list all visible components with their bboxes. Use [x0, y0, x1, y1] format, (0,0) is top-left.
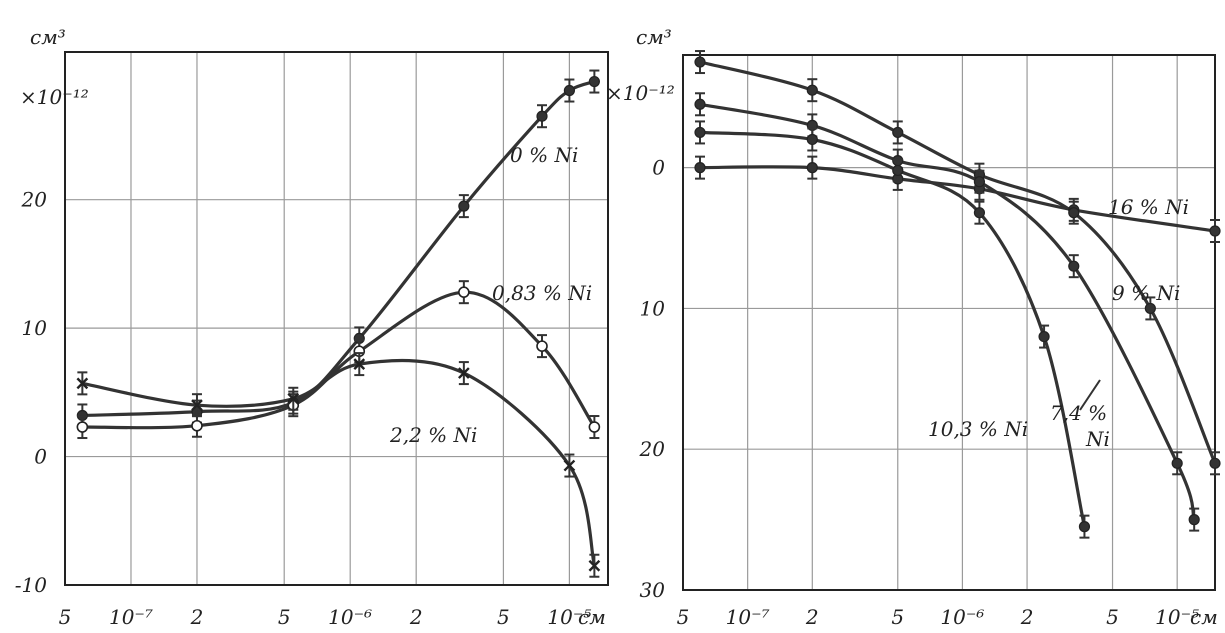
right-y-tick-label: 0 [652, 156, 665, 180]
right-y-axis-unit: см³ [636, 25, 672, 49]
right-annotation-74ni-leader [1079, 379, 1101, 411]
left-x-tick-label: 2 [409, 605, 423, 629]
left-series-line-0 [80, 79, 596, 418]
right-annotation-103ni: 10,3 % Ni [928, 417, 1028, 441]
left-data-point-stroke [191, 399, 203, 412]
left-x-tick-label: 10⁻⁵ [547, 605, 591, 629]
left-y-multiplier: ×10⁻¹² [20, 85, 89, 109]
left-data-point-stroke [588, 559, 601, 572]
right-data-point [892, 164, 904, 177]
right-data-point [694, 162, 706, 174]
right-annotation-9ni: 9 % Ni [1112, 281, 1180, 305]
right-data-point [1209, 225, 1221, 237]
right-series-line-0 [698, 165, 1217, 233]
left-x-tick-label: 2 [190, 605, 204, 629]
left-data-point [536, 110, 548, 122]
right-y-tick-label: 20 [639, 437, 666, 461]
left-x-tick-label: 5 [278, 605, 291, 629]
left-x-tick-label: 5 [59, 605, 72, 629]
left-data-point-stroke [76, 377, 89, 390]
right-data-point [806, 84, 818, 96]
right-ticks: 5 10⁻⁷ 2 5 10⁻⁶ 2 5 10⁻⁵ 0 10 20 30 [639, 156, 1200, 629]
right-x-tick-label: 2 [1020, 605, 1034, 629]
left-series-line-2 [80, 358, 596, 568]
right-points [694, 50, 1221, 539]
right-y-multiplier: ×10⁻¹² [606, 81, 675, 105]
left-x-tick-label: 10⁻⁷ [109, 605, 153, 629]
left-series-line-1 [80, 290, 596, 430]
right-x-axis-unit: см [1190, 605, 1218, 629]
left-annotation-083ni: 0,83 % Ni [492, 281, 592, 305]
right-data-point [892, 126, 904, 139]
left-y-tick-label: 20 [21, 188, 48, 212]
right-x-tick-label: 5 [891, 605, 904, 629]
right-data-point [1209, 457, 1221, 469]
right-y-tick-label: 30 [640, 578, 666, 602]
right-x-tick-label: 2 [805, 605, 819, 629]
right-data-point [1144, 302, 1156, 315]
right-x-tick-label: 10⁻⁶ [940, 605, 984, 629]
right-series-line-1 [698, 60, 1217, 465]
right-data-point [1078, 521, 1091, 533]
right-data-point [1038, 330, 1050, 343]
right-data-point [694, 56, 706, 68]
left-y-tick-label: -10 [15, 573, 47, 597]
right-x-tick-label: 5 [1106, 605, 1119, 629]
right-annotation-16ni: 16 % Ni [1108, 195, 1189, 219]
left-x-tick-label: 5 [497, 605, 510, 629]
right-series-line-3 [698, 130, 1086, 529]
left-data-point-stroke [563, 459, 576, 472]
left-y-tick-label: 0 [34, 445, 47, 469]
right-data-point [806, 133, 818, 146]
right-chart-panel: 5 10⁻⁷ 2 5 10⁻⁶ 2 5 10⁻⁵ 0 10 20 30 см³ ×10⁻¹² см 1… [606, 25, 1221, 629]
right-plot-frame [682, 54, 1216, 591]
right-data-point [973, 176, 986, 188]
right-data-point [1068, 260, 1080, 272]
right-annotation-74ni-b: Ni [1085, 427, 1110, 451]
right-x-tick-label: 10⁻⁵ [1155, 605, 1199, 629]
left-y-axis-unit: см³ [30, 25, 66, 49]
right-data-point [973, 207, 986, 219]
left-data-point [458, 286, 470, 298]
left-x-axis-unit: см [578, 605, 606, 629]
left-data-point [588, 75, 600, 88]
right-x-tick-label: 5 [677, 605, 690, 629]
left-annotation-22ni: 2,2 % Ni [389, 423, 477, 447]
left-data-point [588, 421, 601, 433]
right-data-point [1068, 207, 1080, 219]
left-data-point [458, 200, 470, 212]
right-data-point [1171, 457, 1183, 469]
left-data-point-stroke [353, 358, 366, 370]
right-data-point [694, 98, 706, 110]
left-data-point [563, 84, 575, 97]
left-ticks: 5 10⁻⁷ 2 5 10⁻⁶ 2 5 10⁻⁵ -10 0 10 20 [15, 188, 592, 629]
left-plot-frame [64, 51, 609, 586]
left-annotation-0ni: 0 % Ni [510, 143, 578, 167]
right-data-point [1188, 514, 1200, 526]
right-x-tick-label: 10⁻⁷ [726, 605, 770, 629]
right-annotation-74ni-a: 7,4 % [1050, 401, 1107, 425]
left-x-tick-label: 10⁻⁶ [328, 605, 372, 629]
left-points [76, 69, 601, 578]
right-data-point [694, 126, 706, 139]
left-data-point [191, 419, 203, 432]
right-y-tick-label: 10 [640, 296, 666, 320]
left-data-point [536, 340, 548, 352]
left-data-point-stroke [287, 392, 300, 405]
left-data-point-stroke [458, 367, 470, 379]
left-y-tick-label: 10 [22, 316, 48, 340]
right-data-point [806, 162, 818, 174]
left-data-point [76, 421, 89, 433]
